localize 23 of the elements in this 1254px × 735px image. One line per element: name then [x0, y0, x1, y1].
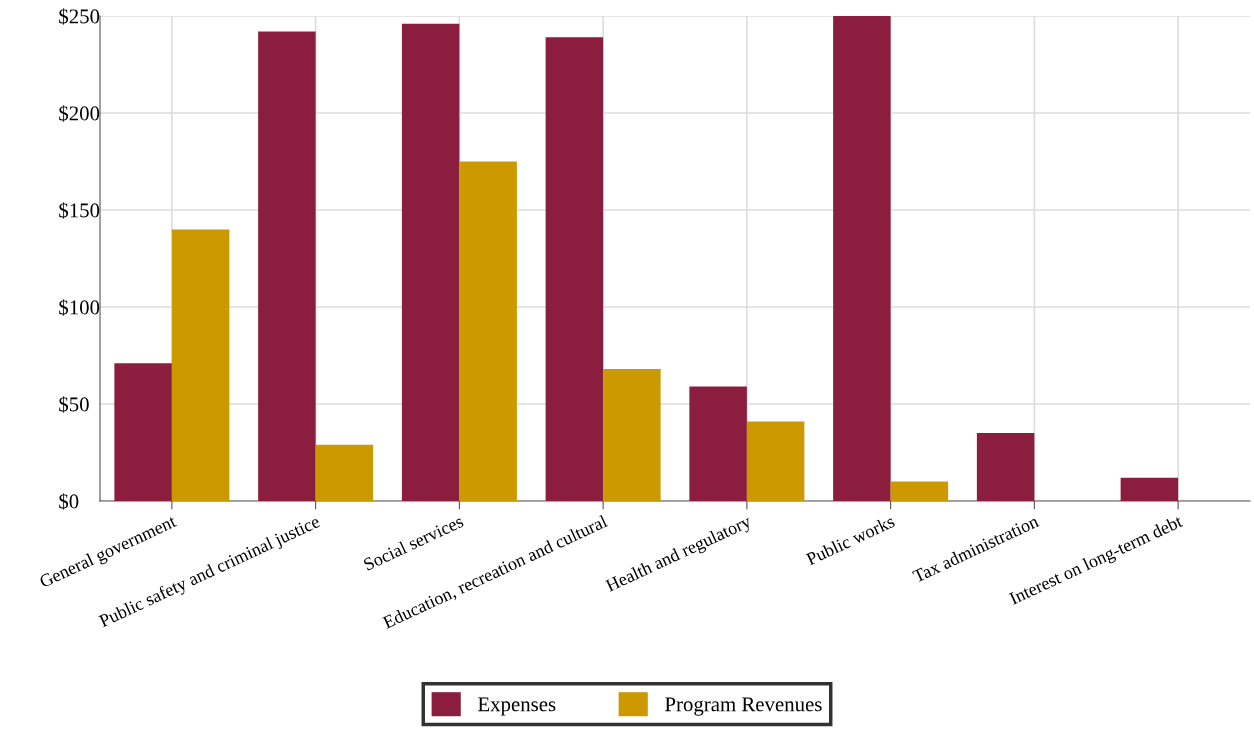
bar [315, 444, 374, 501]
y-tick-label: $50 [59, 396, 89, 413]
bar [171, 229, 230, 501]
y-tick-label: $0 [59, 493, 79, 510]
x-tick-label: Public works [805, 514, 896, 566]
bar [114, 363, 172, 501]
y-tick-label: $200 [59, 105, 100, 122]
y-tick-label: $250 [59, 8, 100, 25]
bar [976, 433, 1035, 501]
legend-label: Expenses [478, 697, 556, 716]
bar [689, 386, 747, 501]
y-tick-label: $150 [59, 202, 100, 219]
bar [401, 23, 460, 501]
legend-label: Program Revenues [665, 697, 822, 716]
bar [833, 16, 891, 501]
bar [545, 37, 604, 501]
bar [459, 161, 517, 501]
bar [603, 369, 661, 501]
bar [1120, 477, 1179, 501]
bar [746, 421, 805, 501]
bar [890, 481, 949, 501]
y-tick-label: $100 [59, 299, 100, 316]
bar [258, 31, 316, 501]
